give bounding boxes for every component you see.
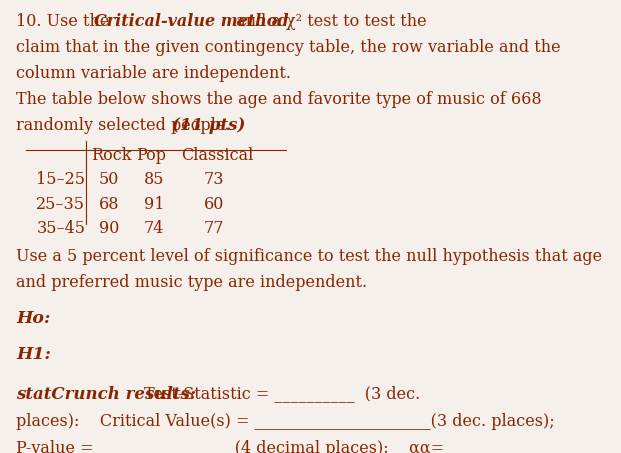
Text: 73: 73 [204, 171, 224, 188]
Text: places):    Critical Value(s) = ______________________(3 dec. places);: places): Critical Value(s) = ___________… [16, 413, 555, 429]
Text: 85: 85 [143, 171, 164, 188]
Text: 10. Use the: 10. Use the [16, 13, 115, 30]
Text: Pop: Pop [136, 146, 166, 164]
Text: 50: 50 [99, 171, 119, 188]
Text: (11 pts): (11 pts) [172, 117, 245, 134]
Text: and a χ² test to test the: and a χ² test to test the [231, 13, 427, 30]
Text: randomly selected people.: randomly selected people. [16, 117, 236, 134]
Text: Rock: Rock [91, 146, 132, 164]
Text: The table below shows the age and favorite type of music of 668: The table below shows the age and favori… [16, 91, 542, 108]
Text: statCrunch results:: statCrunch results: [16, 386, 196, 403]
Text: Test-Statistic = __________  (3 dec.: Test-Statistic = __________ (3 dec. [138, 386, 420, 403]
Text: 68: 68 [99, 196, 119, 213]
Text: P-value = _________________(4 decimal places):    αα=: P-value = _________________(4 decimal pl… [16, 439, 445, 453]
Text: 91: 91 [143, 196, 164, 213]
Text: 90: 90 [99, 221, 119, 237]
Text: 25–35: 25–35 [36, 196, 85, 213]
Text: 77: 77 [204, 221, 224, 237]
Text: Ho:: Ho: [16, 310, 51, 327]
Text: H1:: H1: [16, 346, 51, 363]
Text: claim that in the given contingency table, the row variable and the: claim that in the given contingency tabl… [16, 39, 561, 56]
Text: Use a 5 percent level of significance to test the null hypothesis that age: Use a 5 percent level of significance to… [16, 248, 602, 265]
Text: Classical: Classical [181, 146, 253, 164]
Text: 60: 60 [204, 196, 224, 213]
Text: and preferred music type are independent.: and preferred music type are independent… [16, 274, 368, 291]
Text: column variable are independent.: column variable are independent. [16, 65, 291, 82]
Text: 15–25: 15–25 [36, 171, 85, 188]
Text: 74: 74 [143, 221, 164, 237]
Text: Critical-value method: Critical-value method [94, 13, 288, 30]
Text: 35–45: 35–45 [36, 221, 85, 237]
